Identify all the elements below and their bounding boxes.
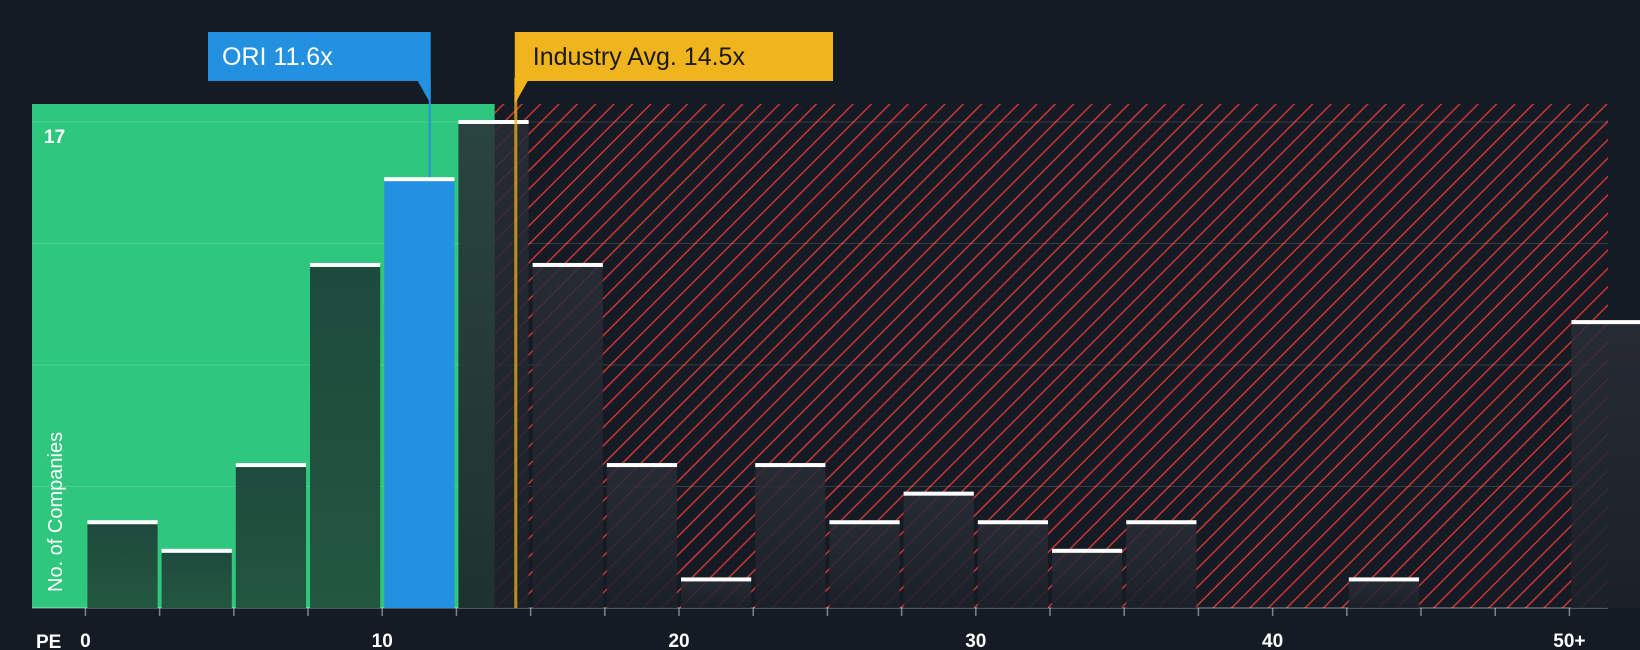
bar-6 bbox=[532, 264, 603, 608]
bar-top-12 bbox=[977, 520, 1049, 525]
x-tick-label-20: 20 bbox=[668, 631, 689, 650]
bar-3 bbox=[310, 264, 381, 608]
markers-layer: ORI 11.6x Industry Avg. 14.5x bbox=[208, 32, 833, 608]
bar-4 bbox=[384, 179, 455, 609]
overvalued-zone bbox=[494, 104, 1609, 608]
bar-1 bbox=[161, 550, 232, 608]
bar-5 bbox=[458, 122, 529, 608]
y-max-label: 17 bbox=[44, 127, 65, 148]
bar-0 bbox=[87, 522, 158, 608]
company-label: ORI 11.6x bbox=[222, 43, 333, 71]
ticks-layer: 0 10 20 30 40 50+ bbox=[80, 608, 1586, 650]
bar-9 bbox=[755, 465, 826, 608]
bar-top-3 bbox=[310, 262, 381, 267]
bar-13 bbox=[1052, 550, 1123, 608]
bar-12 bbox=[977, 522, 1049, 608]
bar-8 bbox=[681, 579, 752, 608]
x-tick-label-50+: 50+ bbox=[1553, 631, 1585, 650]
bar-top-8 bbox=[681, 577, 752, 582]
bar-top-7 bbox=[606, 463, 678, 468]
bar-top-10 bbox=[829, 520, 900, 525]
industry-callout-box bbox=[514, 32, 833, 104]
y-axis-label: No. of Companies bbox=[45, 432, 67, 592]
x-tick-label-30: 30 bbox=[965, 631, 986, 650]
x-tick-label-40: 40 bbox=[1262, 631, 1283, 650]
axis-layer: PE 17 No. of Companies bbox=[36, 127, 67, 650]
bar-top-5 bbox=[458, 120, 529, 124]
bar-top-2 bbox=[235, 463, 307, 468]
bar-top-11 bbox=[903, 491, 974, 496]
bar-14 bbox=[1126, 522, 1197, 608]
bar-17 bbox=[1348, 579, 1420, 608]
x-tick-label-10: 10 bbox=[372, 631, 393, 650]
bar-top-9 bbox=[755, 463, 826, 468]
bar-top-20 bbox=[1571, 320, 1640, 325]
industry-label: Industry Avg. 14.5x bbox=[533, 43, 746, 71]
bar-top-1 bbox=[161, 548, 232, 553]
bar-2 bbox=[235, 465, 307, 608]
bar-7 bbox=[606, 465, 678, 608]
bar-top-13 bbox=[1052, 548, 1123, 553]
bar-top-6 bbox=[532, 262, 603, 267]
bar-top-4 bbox=[384, 177, 455, 182]
x-tick-label-0: 0 bbox=[80, 631, 91, 650]
bar-11 bbox=[903, 493, 974, 608]
x-axis-label: PE bbox=[36, 632, 61, 650]
company-callout-box bbox=[208, 32, 431, 104]
bar-20 bbox=[1571, 322, 1640, 608]
bar-top-0 bbox=[87, 520, 158, 525]
bar-top-14 bbox=[1126, 520, 1197, 525]
bar-top-17 bbox=[1348, 577, 1420, 582]
bar-10 bbox=[829, 522, 900, 608]
